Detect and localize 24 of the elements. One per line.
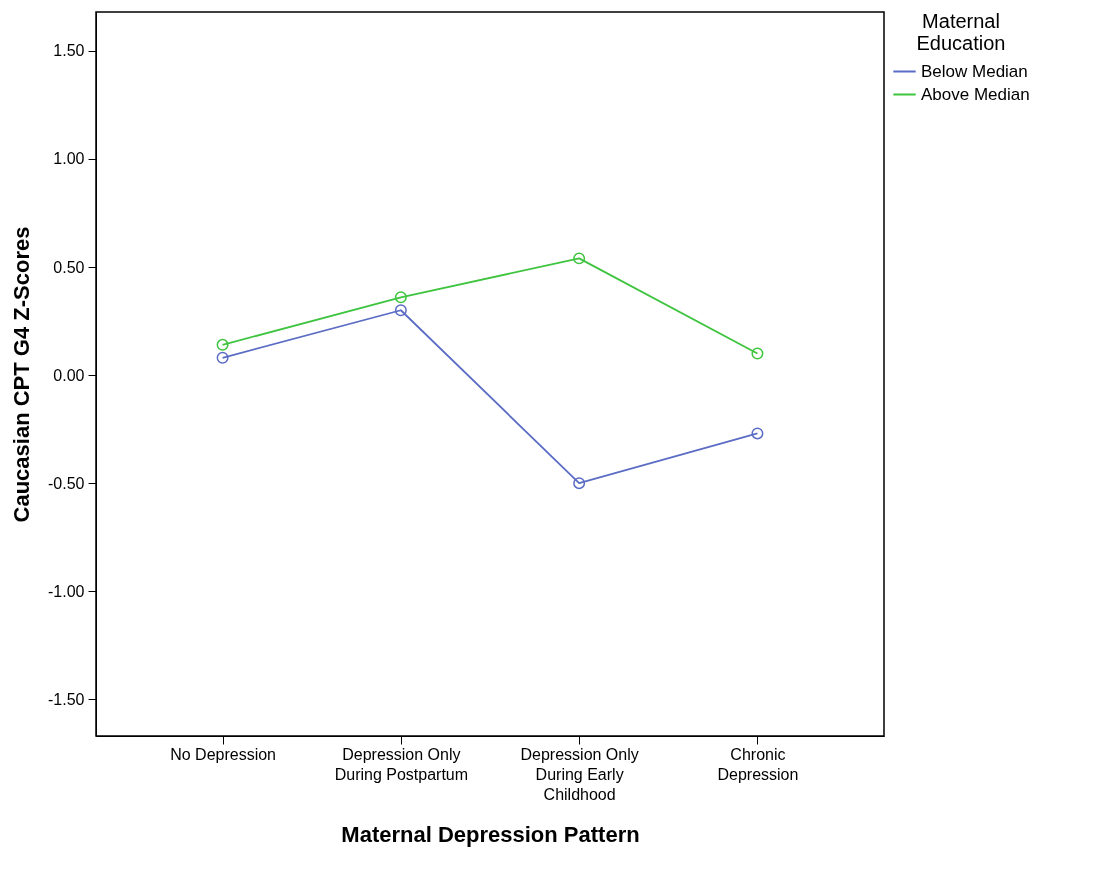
y-tick-label: 1.50 — [53, 42, 85, 60]
y-tick-label: -1.50 — [48, 690, 85, 708]
x-tick-label: No Depression — [170, 745, 276, 763]
y-tick-label: -1.00 — [48, 582, 85, 600]
x-tick-label: Depression Only During Early Childhood — [520, 745, 639, 803]
point — [573, 477, 586, 490]
x-axis-title: Maternal Depression Pattern — [341, 821, 640, 847]
y-tick-label: 0.00 — [53, 366, 85, 384]
point — [394, 291, 407, 304]
y-axis-title: Caucasian CPT G4 Z-Scores — [9, 226, 35, 523]
point — [216, 351, 229, 364]
point — [216, 338, 229, 351]
point — [394, 304, 407, 317]
y-tick-label: -0.50 — [48, 474, 85, 492]
legend-label: Above Median — [921, 84, 1030, 104]
point — [751, 427, 764, 440]
point — [751, 347, 764, 360]
legend-title: Maternal Education — [916, 10, 1006, 54]
y-tick-label: 0.50 — [53, 258, 85, 276]
legend-label: Below Median — [921, 61, 1028, 81]
x-tick-label: Depression Only During Postpartum — [334, 745, 469, 783]
x-tick-label: Chronic Depression — [717, 745, 799, 783]
y-tick-label: 1.00 — [53, 150, 85, 168]
point — [573, 252, 586, 265]
